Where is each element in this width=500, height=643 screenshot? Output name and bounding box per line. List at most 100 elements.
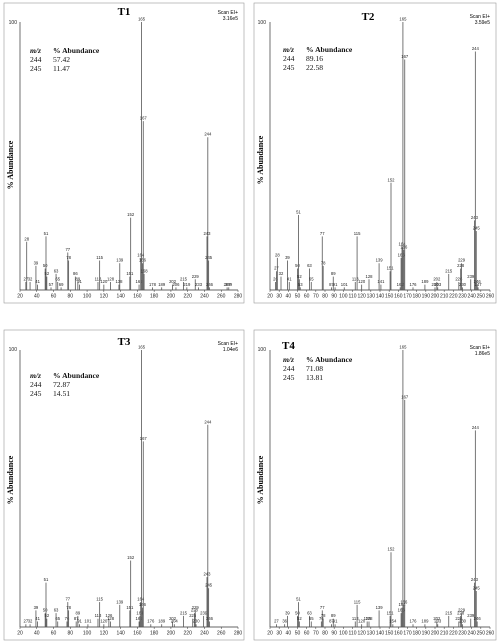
x-tick-label: 70: [313, 294, 319, 300]
x-tick-label: 230: [458, 294, 467, 300]
x-tick-label: 130: [367, 294, 376, 300]
peak-label: 26: [273, 276, 278, 281]
x-tick-label: 60: [304, 631, 310, 637]
peak-label: 167: [401, 54, 409, 59]
peak-label: 51: [296, 209, 301, 214]
peak-label: 113: [95, 613, 102, 618]
peak-label: 243: [203, 572, 211, 577]
peak-label: 228: [457, 610, 465, 615]
peak-label: 229: [192, 274, 200, 279]
peak-label: 230: [193, 619, 201, 624]
peak-label: 189: [158, 619, 166, 624]
peak-label: 215: [180, 276, 188, 281]
peak-label: 41: [287, 276, 292, 281]
x-tick-label: 260: [486, 631, 495, 637]
peak-label: 78: [321, 260, 326, 265]
x-tick-label: 200: [431, 294, 440, 300]
peak-label: 77: [65, 597, 70, 602]
x-tick-label: 60: [304, 294, 310, 300]
peak-label: 166: [400, 599, 408, 604]
x-tick-label: 100: [339, 294, 348, 300]
peak-label: 204: [171, 619, 179, 624]
peak-label: 244: [472, 46, 480, 51]
peak-label: 76: [319, 616, 324, 621]
peak-label: 151: [387, 610, 395, 615]
table-cell: 245: [283, 63, 295, 72]
peak-label: 115: [354, 599, 361, 604]
x-tick-label: 170: [403, 294, 412, 300]
peak-label: 267: [224, 282, 232, 287]
peak-label: 63: [307, 610, 312, 615]
peak-label: 245: [205, 583, 213, 588]
peak-label: 32: [279, 271, 284, 276]
peak-label: 78: [321, 613, 326, 618]
peak-label: 154: [389, 619, 397, 624]
table-header-mz: m/z: [30, 46, 41, 55]
peak-label: 120: [358, 279, 366, 284]
peak-label: 113: [352, 616, 359, 621]
x-tick-label: 250: [477, 631, 486, 637]
panel-title: T3: [118, 336, 131, 348]
peak-label: 246: [474, 616, 482, 621]
x-tick-label: 230: [458, 631, 467, 637]
x-tick-label: 140: [116, 631, 125, 637]
peak-label: 87: [74, 616, 79, 621]
peak-label: 53: [298, 282, 303, 287]
x-tick-label: 140: [376, 631, 385, 637]
peak-label: 139: [116, 258, 124, 263]
x-tick-label: 40: [286, 294, 292, 300]
x-tick-label: 220: [184, 631, 193, 637]
peak-label: 203: [434, 619, 442, 624]
x-tick-label: 180: [412, 294, 421, 300]
peak-label: 165: [399, 345, 407, 350]
peak-label: 202: [433, 276, 441, 281]
peak-label: 152: [388, 177, 396, 182]
peak-label: 51: [296, 597, 301, 602]
table-header-abundance: % Abundance: [306, 355, 353, 364]
peak-label: 139: [376, 258, 384, 263]
x-tick-label: 200: [431, 631, 440, 637]
peak-label: 165: [399, 17, 407, 22]
peak-label: 120: [100, 279, 108, 284]
abundance-table: m/z % Abundance 244 89.16 245 22.58: [283, 45, 353, 72]
peak-label: 176: [147, 619, 155, 624]
peak-label: 77: [320, 605, 325, 610]
spectrum-panel-t4: T4 Scan EI+ 1.86e5 % Abundance 100 m/z %…: [253, 329, 497, 641]
peak-label: 113: [95, 276, 102, 281]
table-cell: 245: [30, 64, 42, 73]
peak-label: 162: [136, 616, 144, 621]
x-tick-label: 210: [440, 294, 449, 300]
peak-label: 51: [44, 231, 49, 236]
peak-label: 244: [472, 425, 480, 430]
x-tick-label: 80: [322, 294, 328, 300]
peak-label: 151: [387, 266, 395, 271]
peak-label: 115: [354, 231, 361, 236]
scan-intensity: 3.16e5: [223, 16, 239, 22]
peak-label: 189: [421, 279, 429, 284]
peak-label: 50: [43, 608, 48, 613]
peak-label: 41: [35, 616, 40, 621]
peak-label: 228: [191, 608, 199, 613]
peak-label: 203: [434, 282, 442, 287]
scan-label: Scan EI+: [470, 14, 491, 20]
peak-label: 28: [275, 252, 280, 257]
panel-title: T1: [118, 6, 131, 18]
peak-label: 89: [76, 276, 81, 281]
peak-label: 165: [138, 17, 146, 22]
peak-label: 87: [329, 282, 334, 287]
x-tick-label: 190: [422, 294, 431, 300]
peak-label: 246: [206, 282, 214, 287]
peak-label: 230: [459, 619, 467, 624]
peak-label: 166: [139, 258, 147, 263]
peak-label: 89: [331, 613, 336, 618]
peak-label: 115: [96, 597, 103, 602]
peak-label: 89: [76, 610, 81, 615]
peak-label: 89: [331, 271, 336, 276]
peak-label: 219: [183, 282, 191, 287]
peak-label: 243: [471, 215, 479, 220]
peak-label: 189: [421, 619, 429, 624]
peak-label: 162: [397, 282, 405, 287]
x-tick-label: 130: [367, 631, 376, 637]
peak-label: 226: [455, 616, 463, 621]
